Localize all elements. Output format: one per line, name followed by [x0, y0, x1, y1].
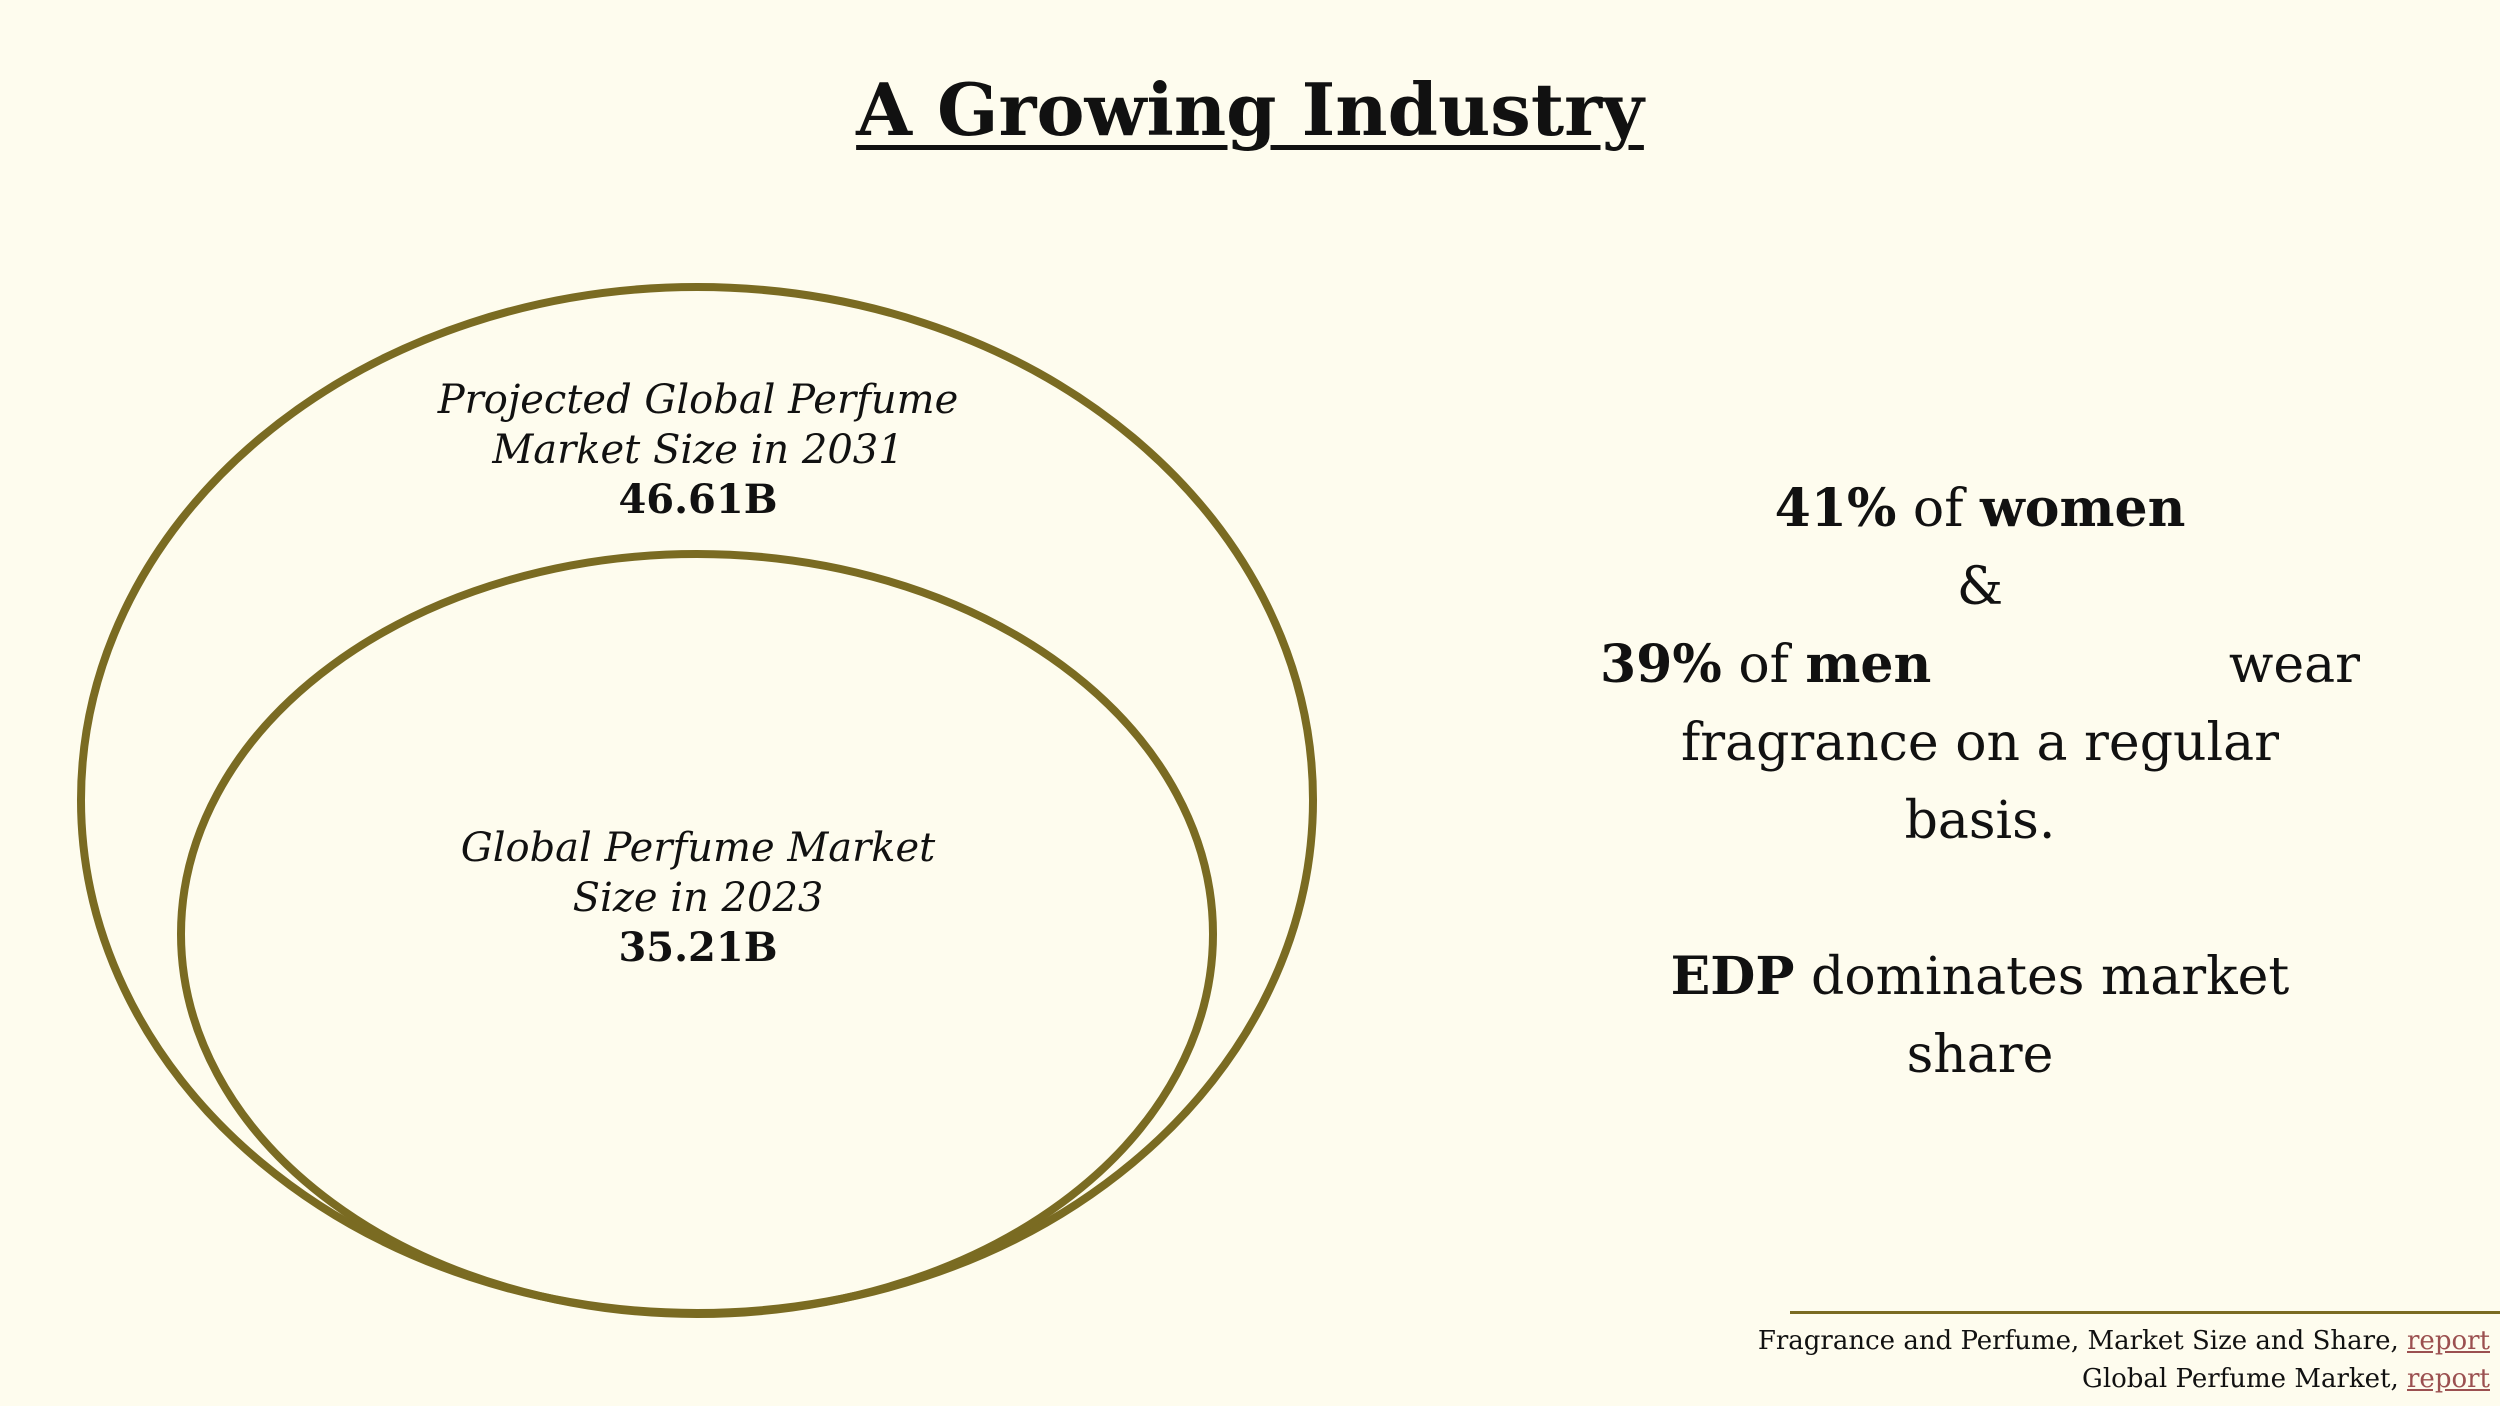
- inner-value: 35.21B: [618, 924, 778, 971]
- stat-men: 39% of men wear: [1600, 626, 2360, 704]
- stat-women: 41% of women: [1600, 470, 2360, 548]
- of-word-2: of: [1738, 635, 1789, 695]
- footnote-1-text: Fragrance and Perfume, Market Size and S…: [1757, 1326, 2407, 1356]
- stat-fragrance-line: fragrance on a regular basis.: [1600, 704, 2360, 860]
- ampersand: &: [1956, 557, 2004, 617]
- men-word: men: [1805, 634, 1932, 695]
- footnote-2-text: Global Perfume Market,: [2082, 1364, 2407, 1394]
- stat-men-left: 39% of men: [1600, 626, 1931, 704]
- fragrance-text: fragrance on a regular basis.: [1681, 713, 2279, 851]
- inner-circle-label: Global Perfume Market Size in 2023 35.21…: [398, 823, 998, 973]
- outer-circle-label: Projected Global Perfume Market Size in …: [398, 375, 998, 525]
- outer-value: 46.61B: [618, 476, 778, 523]
- inner-circle: [177, 550, 1217, 1318]
- footnote-2-link[interactable]: report: [2407, 1364, 2490, 1394]
- slide-title-text: A Growing Industry: [856, 67, 1644, 152]
- outer-caption-line1: Projected Global Perfume: [437, 377, 959, 423]
- outer-caption-line2: Market Size in 2031: [492, 427, 904, 473]
- footer-divider: [1790, 1311, 2500, 1314]
- footnote-2: Global Perfume Market, report: [2082, 1364, 2490, 1394]
- slide-title: A Growing Industry: [0, 70, 2500, 149]
- edp-word: EDP: [1670, 946, 1795, 1007]
- stat-ampersand: &: [1600, 548, 2360, 626]
- stat-edp: EDP dominates market share: [1600, 938, 2360, 1094]
- inner-caption-line1: Global Perfume Market: [460, 825, 936, 871]
- edp-rest: dominates market share: [1811, 947, 2290, 1085]
- women-percent: 41%: [1774, 478, 1897, 539]
- women-word: women: [1980, 478, 2186, 539]
- of-word-1: of: [1912, 479, 1964, 539]
- men-percent: 39%: [1600, 634, 1722, 695]
- wear-word: wear: [2228, 635, 2360, 695]
- inner-caption-line2: Size in 2023: [572, 875, 824, 921]
- footnote-1-link[interactable]: report: [2407, 1326, 2490, 1356]
- footnote-1: Fragrance and Perfume, Market Size and S…: [1758, 1326, 2490, 1356]
